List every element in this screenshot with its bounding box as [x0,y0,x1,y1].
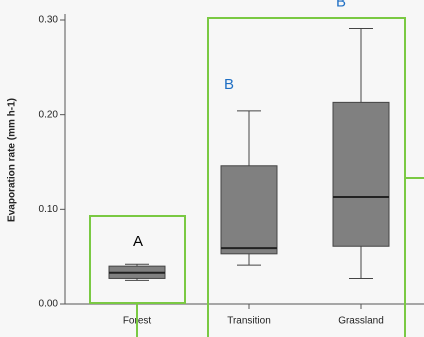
page: Evaporation rate (mm h-1) 0.00 0.10 0.20 0.… [0,0,424,337]
annotation: A [133,233,143,250]
x-tick-label: Grassland [338,316,384,327]
y-tick-label: 0.10 [39,204,59,215]
chart: Evaporation rate (mm h-1) 0.00 0.10 0.20 0.… [0,0,424,337]
annotation: B [336,0,346,10]
box [333,102,389,246]
y-tick-label: 0.00 [39,299,59,310]
x-tick-label: Transition [227,316,271,327]
annotation: B [224,76,234,93]
y-tick-label: 0.30 [39,15,59,26]
box [221,166,277,254]
y-tick-label: 0.20 [39,109,59,120]
y-axis-label: Evaporation rate (mm h-1) [7,98,18,222]
